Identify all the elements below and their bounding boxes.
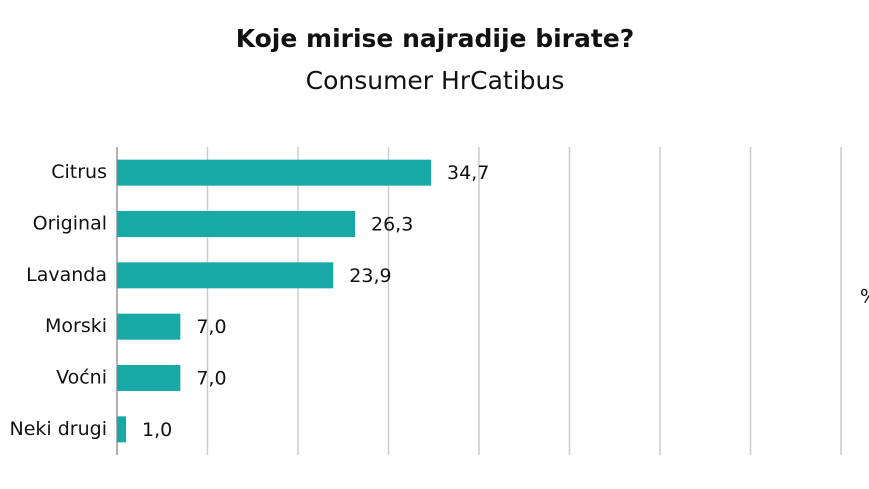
y-tick-label: Citrus bbox=[51, 161, 107, 183]
x-axis-label: % bbox=[860, 286, 869, 308]
data-label: 34,7 bbox=[447, 162, 489, 184]
data-label: 7,0 bbox=[196, 316, 226, 338]
data-label: 7,0 bbox=[196, 368, 226, 390]
y-tick-label: Lavanda bbox=[26, 264, 107, 286]
bar bbox=[117, 313, 181, 340]
chart-subtitle: Consumer HrCatibus bbox=[306, 66, 565, 95]
y-tick-label: Morski bbox=[45, 315, 107, 337]
bar bbox=[117, 416, 127, 443]
chart-title: Koje mirise najradije birate? bbox=[236, 24, 635, 53]
y-tick-label: Voćni bbox=[56, 367, 107, 389]
bar bbox=[117, 262, 334, 289]
bar bbox=[117, 365, 181, 391]
data-label: 23,9 bbox=[349, 265, 391, 287]
y-tick-label: Original bbox=[33, 213, 107, 235]
data-label: 1,0 bbox=[142, 419, 172, 441]
data-label: 26,3 bbox=[371, 214, 413, 236]
bar bbox=[117, 159, 432, 186]
y-tick-label: Neki drugi bbox=[10, 418, 107, 440]
bar bbox=[117, 211, 356, 237]
